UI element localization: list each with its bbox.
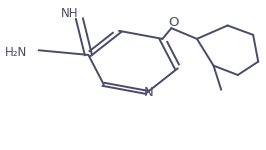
- Text: O: O: [169, 16, 179, 29]
- Text: H₂N: H₂N: [5, 46, 27, 59]
- Text: NH: NH: [60, 7, 78, 20]
- Text: N: N: [144, 86, 153, 99]
